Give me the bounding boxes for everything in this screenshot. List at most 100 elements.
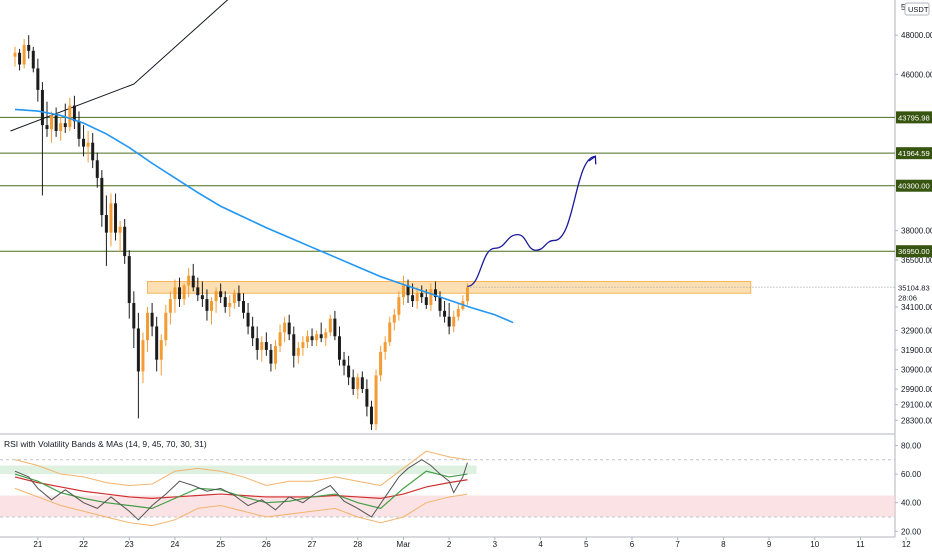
level-price-tag [896, 245, 932, 258]
time-tick-label: 8 [721, 540, 726, 549]
candle-body [86, 142, 90, 147]
candle-body [191, 275, 195, 288]
candle-body [292, 334, 296, 356]
candle-body [22, 44, 26, 65]
oscillator-pane[interactable]: 80.00 60.00 40.00 20.00 RSI with Volatility … [0, 439, 922, 536]
candle-body [237, 293, 241, 302]
price-tick-label: 29900.00 [901, 385, 932, 394]
candle-body [365, 389, 369, 407]
price-pane[interactable]: 48000.00 46000.00 38000.00 36500.00 34100.00… [0, 0, 932, 537]
price-tick-label: 28300.00 [901, 416, 932, 425]
candle-body [433, 289, 437, 298]
candle-body [123, 226, 127, 257]
time-tick-label: 23 [125, 540, 134, 549]
candle-body [91, 142, 95, 161]
price-tick-label: 46000.00 [901, 70, 932, 79]
candle-body [210, 301, 214, 311]
countdown-label: 28:06 [898, 293, 917, 302]
candle-body [397, 297, 401, 315]
candle-body [379, 351, 383, 376]
candle-body [155, 326, 159, 360]
candle-body [360, 377, 364, 390]
candle-body [50, 115, 54, 130]
candle-body [273, 346, 277, 364]
candle-body [356, 377, 360, 390]
time-tick-label: 9 [767, 540, 772, 549]
osc-tick-label: 40.00 [901, 499, 922, 508]
candle-body [260, 342, 264, 350]
candle-body [324, 332, 328, 339]
candle-body [187, 275, 191, 286]
candle-body [337, 336, 341, 360]
projection-path [467, 155, 596, 288]
candle-body [77, 121, 81, 139]
time-tick-label: 21 [33, 540, 42, 549]
candle-body [438, 297, 442, 311]
candle-body [443, 310, 447, 317]
candle-body [164, 312, 168, 341]
candle-body [383, 342, 387, 352]
time-axis[interactable]: 21 22 23 24 25 26 27 28 Mar 2 3 4 5 6 7 8 9 10 11 12 [0, 536, 911, 549]
candle-body [228, 303, 232, 307]
candle-body [415, 293, 419, 302]
candle-body [214, 291, 218, 302]
time-tick-label: 25 [216, 540, 225, 549]
candle-body [447, 316, 451, 327]
candle-body [178, 287, 182, 300]
time-tick-label: 2 [447, 540, 452, 549]
time-tick-label: 5 [584, 540, 589, 549]
candle-body [168, 299, 172, 313]
candle-body [465, 287, 469, 302]
candle-body [420, 293, 424, 298]
rsi-ma-slow-line [14, 476, 468, 499]
candle-body [100, 177, 104, 216]
candle-body [287, 322, 291, 335]
time-tick-label: 3 [493, 540, 498, 549]
candle-body [82, 138, 86, 147]
volatility-band-lower [14, 487, 468, 527]
price-tick-label: 38000.00 [901, 227, 932, 236]
price-tick-label: 36500.00 [901, 256, 932, 265]
candle-body [351, 377, 355, 390]
candle-body [429, 289, 433, 305]
time-tick-label: 6 [630, 540, 635, 549]
candle-body [264, 342, 268, 350]
candle-body [31, 50, 35, 69]
rsi-ma-fast-line [14, 470, 468, 510]
oscillator-lower-zone [0, 495, 895, 517]
moving-average-line [14, 108, 514, 324]
price-tick-label: 34100.00 [901, 303, 932, 312]
candle-body [95, 160, 99, 178]
candle-body [242, 301, 245, 313]
oscillator-title: RSI with Volatility Bands & MAs (14, 9, … [4, 439, 207, 449]
price-tick-label: 32900.00 [901, 326, 932, 335]
level-price-tag [896, 111, 932, 124]
candle-body [36, 68, 40, 90]
candle-body [159, 340, 163, 360]
time-tick-label: 4 [538, 540, 543, 549]
level-price-tag [896, 179, 932, 192]
candle-body [13, 52, 17, 57]
price-tick-label: 30900.00 [901, 365, 932, 374]
price-tick-label: 5 [901, 3, 906, 12]
candle-body [196, 287, 200, 296]
volatility-band-upper [14, 450, 468, 487]
candle-body [205, 299, 209, 311]
currency-label: USDT [908, 5, 929, 14]
level-price-label: 36950.00 [898, 247, 930, 256]
candle-body [104, 215, 108, 233]
candle-body [411, 295, 415, 302]
candle-body [255, 338, 259, 350]
candle-body [401, 285, 405, 298]
candle-body [132, 303, 136, 329]
candle-body [114, 203, 118, 233]
candle-body [72, 105, 76, 122]
candle-body [251, 326, 255, 339]
candle-body [283, 322, 287, 333]
candle-body [146, 312, 150, 341]
candle-body [18, 52, 22, 65]
candle-body [392, 314, 396, 323]
candle-body [109, 203, 113, 233]
